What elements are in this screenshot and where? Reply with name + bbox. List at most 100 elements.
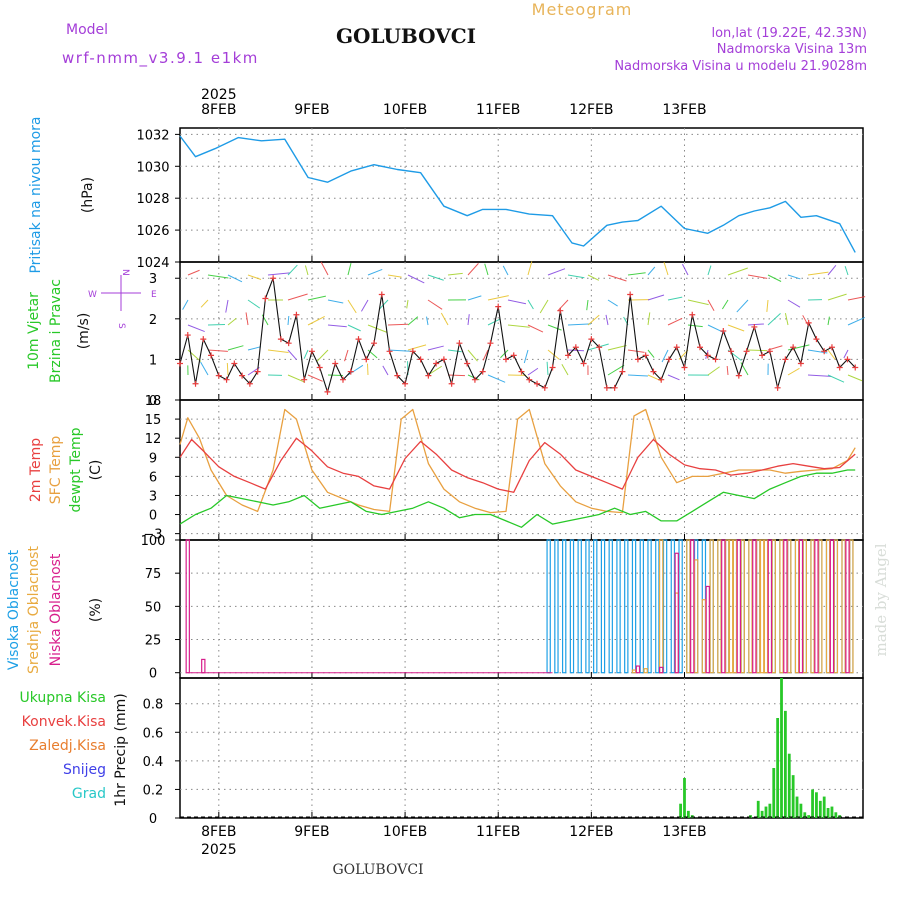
wind-arrow xyxy=(607,364,625,376)
wind-arrow xyxy=(327,299,344,304)
wind-speed-marker xyxy=(634,356,641,363)
wind-speed-marker xyxy=(549,364,556,371)
wind-speed-marker xyxy=(448,380,455,387)
wind-speed-marker xyxy=(231,360,238,367)
precip-bar xyxy=(795,796,799,818)
cloud-bar xyxy=(690,539,695,674)
wind-arrow xyxy=(627,349,645,353)
wind-arrow xyxy=(747,349,767,352)
wind-speed-marker xyxy=(324,388,331,395)
y-tick-label: 1028 xyxy=(136,192,169,207)
wind-speed-marker xyxy=(735,372,742,379)
wind-speed-marker xyxy=(402,380,409,387)
bottom-day-label: 10FEB xyxy=(383,824,427,840)
temp-unit: (C) xyxy=(88,460,104,481)
wind-arrow xyxy=(627,272,646,276)
precip-bar xyxy=(780,678,783,818)
precip-bar xyxy=(822,796,826,818)
wind-arrow xyxy=(467,295,482,301)
bottom-day-label: 13FEB xyxy=(662,824,706,840)
panel-frame xyxy=(179,261,864,401)
wind-speed-marker xyxy=(805,319,812,326)
cloud-bar xyxy=(802,539,807,674)
compass-s: S xyxy=(116,323,126,329)
wind-speed-marker xyxy=(665,356,672,363)
wind-arrow xyxy=(287,349,297,360)
y-tick-label: 1 xyxy=(149,353,157,368)
wind-arrow xyxy=(527,299,534,310)
cloud-bar xyxy=(783,539,788,674)
wind-arrow xyxy=(482,349,489,361)
y-tick-label: 0 xyxy=(149,509,157,524)
cloud-bar xyxy=(818,539,823,674)
wind-speed-marker xyxy=(689,311,696,318)
model-name: wrf-nmm_v3.9.1 e1km xyxy=(62,49,259,68)
wind-speed-marker xyxy=(301,376,308,383)
wind-arrow xyxy=(484,263,489,276)
wind-arrow xyxy=(787,299,801,308)
wind-arrow xyxy=(587,274,600,281)
cloud-bar xyxy=(810,539,815,674)
wind-speed-marker xyxy=(611,384,618,391)
wind-arrow xyxy=(307,295,326,301)
wind-arrow xyxy=(227,317,237,326)
wind-arrow xyxy=(507,324,530,328)
bottom-day-label: 8FEB xyxy=(201,824,236,840)
wind-speed-marker xyxy=(534,380,541,387)
wind-speed-marker xyxy=(766,348,773,355)
wind-speed-marker xyxy=(588,336,595,343)
wind-arrow xyxy=(320,261,329,276)
wind-speed-marker xyxy=(774,384,781,391)
y-tick-label: 1030 xyxy=(136,160,169,175)
cloud-bar xyxy=(201,658,206,674)
wind-speed-marker xyxy=(673,344,680,351)
wind-speed-marker xyxy=(844,356,851,363)
sfc-temp-line xyxy=(179,408,856,514)
wind-speed-marker xyxy=(782,356,789,363)
top-day-label: 11FEB xyxy=(476,102,520,118)
compass-e: E xyxy=(151,290,157,300)
y-tick-label: 9 xyxy=(149,451,157,466)
wind-arrow xyxy=(807,374,831,377)
cloud-bar xyxy=(678,539,683,674)
compass-cross xyxy=(101,275,141,311)
wind-speed-marker xyxy=(596,344,603,351)
wind-arrow xyxy=(707,366,720,376)
wind-arrow xyxy=(287,315,290,326)
wind-arrow xyxy=(747,323,764,326)
wind-speed-marker xyxy=(526,376,533,383)
cloud-bar xyxy=(787,539,792,674)
precip-bar xyxy=(768,803,772,818)
y-tick-label: 12 xyxy=(145,432,162,447)
cloud-bar xyxy=(577,539,582,674)
wind-arrow xyxy=(605,314,609,326)
wind-arrow xyxy=(467,314,470,326)
lonlat-label: lon,lat (19.22E, 42.33N) xyxy=(711,26,867,41)
wind-arrow xyxy=(827,349,836,360)
wind-speed-marker xyxy=(262,295,269,302)
cloud-bar xyxy=(701,599,707,674)
cloud-unit: (%) xyxy=(88,598,104,622)
wind-arrow xyxy=(207,274,229,279)
wind-arrow xyxy=(347,263,352,276)
wind-speed-marker xyxy=(502,356,509,363)
wind-speed-marker xyxy=(464,360,471,367)
wind-arrow xyxy=(707,265,712,276)
wind-arrow xyxy=(227,345,244,351)
cloud-bar xyxy=(655,539,660,674)
cloud-bar xyxy=(608,539,613,674)
wind-arrow xyxy=(467,349,478,362)
wind-arrow xyxy=(367,268,383,276)
precip-bar xyxy=(799,803,803,818)
bottom-day-label: 11FEB xyxy=(476,824,520,840)
wind-arrow xyxy=(382,365,389,376)
wind-arrow xyxy=(561,363,569,376)
y-tick-label: 3 xyxy=(149,489,157,504)
wind-speed-marker xyxy=(487,340,494,347)
wind-speed-marker xyxy=(565,352,572,359)
wind-arrow xyxy=(727,324,745,332)
cloud-bar xyxy=(740,539,745,674)
wind-arrow xyxy=(225,299,229,313)
y-tick-label: 0.2 xyxy=(143,783,164,798)
